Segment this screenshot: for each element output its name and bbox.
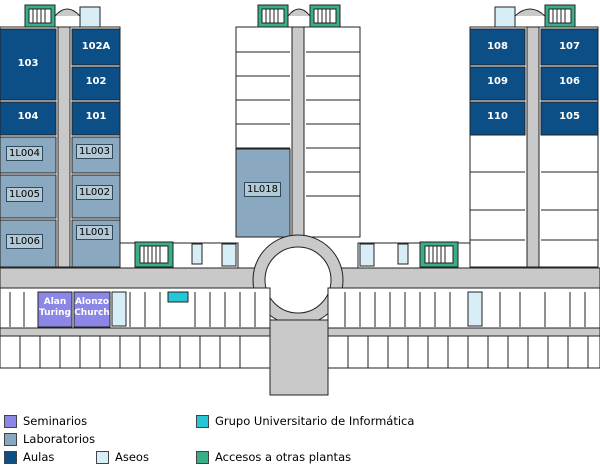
label-107: 107 [559,41,580,52]
aula-102a [71,28,121,66]
aula-109 [469,66,526,101]
center-wing [235,4,361,238]
aseo-top-left [79,6,101,28]
right-wing [469,4,599,268]
label-1l002: 1L002 [76,185,114,200]
legend-accesos: Accesos a otras plantas [196,450,351,464]
aula-102 [71,66,121,101]
label-1l001: 1L001 [76,225,114,240]
corridor-left-wing [57,26,71,268]
aseo-mid-right [359,243,375,267]
label-106: 106 [559,76,580,87]
aseo-mid-left-2 [221,243,237,267]
label-1l003: 1L003 [76,144,114,159]
aseo-top-right [494,6,516,28]
label-1l004: 1L004 [6,146,44,161]
aula-105 [540,101,599,136]
aula-103 [0,28,57,101]
label-1l005: 1L005 [6,187,44,202]
aseo-mid-left [191,243,203,265]
alan-line1: Alan [43,297,67,307]
aula-107 [540,28,599,66]
gui-room [167,291,189,303]
aseo-swatch [96,450,109,464]
label-105: 105 [559,111,580,122]
label-alonzo-church: Alonzo Church [74,297,110,319]
label-103: 103 [17,58,39,69]
legend-aulas: Aulas [4,450,54,464]
aula-106 [540,66,599,101]
aseo-mid-right-2 [397,243,409,265]
legend-accesos-label: Accesos a otras plantas [215,450,352,464]
aseo-bottom-left [111,291,127,327]
label-alan-turing: Alan Turing [38,297,72,319]
label-1l006: 1L006 [6,234,44,249]
legend-laboratorios: Laboratorios [4,432,95,446]
aula-104 [0,101,57,136]
legend-aseos-label: Aseos [115,450,149,464]
label-104: 104 [17,111,39,122]
aula-108 [469,28,526,66]
floor-plan [0,4,600,396]
seminar-swatch [4,414,17,428]
gui-swatch [196,414,209,428]
label-102a: 102A [81,41,111,52]
bottom-block-right [327,287,600,369]
legend-grupo-label: Grupo Universitario de Informática [215,414,415,428]
alonzo-line2: Church [74,308,110,318]
alan-line2: Turing [39,308,71,318]
seminar-alonzo-church [73,291,111,328]
legend-aulas-label: Aulas [23,450,55,464]
stairs-swatch [196,450,209,464]
label-101: 101 [85,111,107,122]
label-1l018: 1L018 [244,182,282,197]
aseo-bottom-right [467,291,483,327]
label-110: 110 [487,111,508,122]
corridor-center-wing [291,26,305,238]
label-108: 108 [487,41,508,52]
legend-grupo: Grupo Universitario de Informática [196,414,414,428]
bottom-block-left [0,287,271,369]
seminar-alan-turing [37,291,73,328]
alonzo-line1: Alonzo [74,297,110,307]
legend-seminarios: Seminarios [4,414,87,428]
label-109: 109 [487,76,508,87]
aula-swatch [4,450,17,464]
legend-laboratorios-label: Laboratorios [23,432,96,446]
label-102: 102 [85,76,107,87]
corridor-right-wing [526,26,540,268]
aula-110 [469,101,526,136]
aula-101 [71,101,121,136]
legend-seminarios-label: Seminarios [23,414,88,428]
main-corridor [0,234,600,396]
lab-swatch [4,432,17,446]
legend-aseos: Aseos [96,450,149,464]
